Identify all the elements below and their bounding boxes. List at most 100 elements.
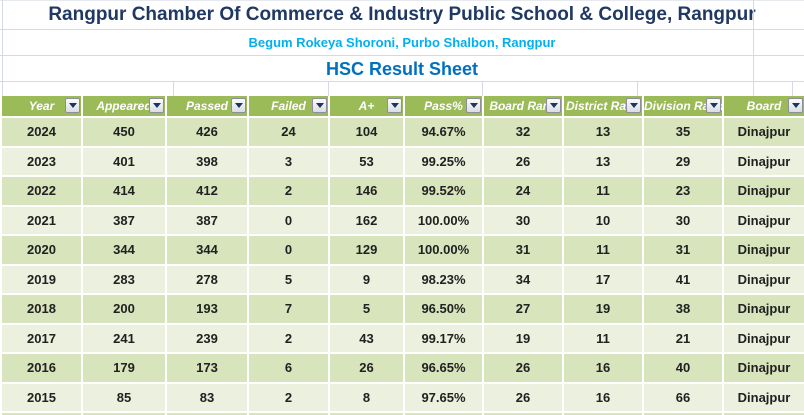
column-header-division-rank[interactable]: Division Rank bbox=[644, 96, 722, 116]
table-cell[interactable]: 0 bbox=[249, 236, 328, 264]
table-cell[interactable]: 83 bbox=[167, 383, 247, 411]
table-cell[interactable]: 26 bbox=[484, 383, 562, 411]
table-cell[interactable]: 19 bbox=[564, 295, 642, 323]
table-cell[interactable]: 2 bbox=[249, 177, 328, 205]
table-cell[interactable]: 11 bbox=[564, 236, 642, 264]
table-cell[interactable]: Dinajpur bbox=[724, 206, 804, 234]
table-cell[interactable]: 31 bbox=[484, 236, 562, 264]
table-cell[interactable]: 3 bbox=[249, 147, 328, 175]
table-cell[interactable]: 16 bbox=[564, 354, 642, 382]
table-cell[interactable]: 2016 bbox=[2, 354, 81, 382]
table-cell[interactable]: 412 bbox=[167, 177, 247, 205]
table-cell[interactable]: 24 bbox=[249, 118, 328, 146]
table-cell[interactable]: 5 bbox=[330, 295, 403, 323]
table-cell[interactable]: 146 bbox=[330, 177, 403, 205]
table-cell[interactable]: 401 bbox=[83, 147, 165, 175]
table-cell[interactable]: 85 bbox=[83, 383, 165, 411]
table-cell[interactable]: 2015 bbox=[2, 383, 81, 411]
table-cell[interactable]: 5 bbox=[249, 265, 328, 293]
table-cell[interactable]: 2024 bbox=[2, 118, 81, 146]
table-cell[interactable]: 96.50% bbox=[405, 295, 482, 323]
table-cell[interactable]: 41 bbox=[644, 265, 722, 293]
table-cell[interactable]: Dinajpur bbox=[724, 295, 804, 323]
table-cell[interactable]: 26 bbox=[330, 354, 403, 382]
table-cell[interactable]: 9 bbox=[330, 265, 403, 293]
table-cell[interactable]: 387 bbox=[83, 206, 165, 234]
table-cell[interactable]: 193 bbox=[167, 295, 247, 323]
table-cell[interactable]: 414 bbox=[83, 177, 165, 205]
table-cell[interactable]: 2023 bbox=[2, 147, 81, 175]
table-cell[interactable]: 2022 bbox=[2, 177, 81, 205]
table-cell[interactable]: Dinajpur bbox=[724, 147, 804, 175]
table-cell[interactable]: 38 bbox=[644, 295, 722, 323]
table-cell[interactable]: 7 bbox=[249, 295, 328, 323]
column-header-appeared[interactable]: Appeared bbox=[83, 96, 165, 116]
table-cell[interactable]: 21 bbox=[644, 324, 722, 352]
table-cell[interactable]: 16 bbox=[564, 383, 642, 411]
table-cell[interactable]: 2018 bbox=[2, 295, 81, 323]
filter-dropdown-button[interactable] bbox=[626, 98, 641, 113]
column-header-board-rank[interactable]: Board Rank bbox=[484, 96, 562, 116]
table-cell[interactable]: 30 bbox=[644, 206, 722, 234]
filter-dropdown-button[interactable] bbox=[706, 98, 721, 113]
filter-dropdown-button[interactable] bbox=[65, 98, 80, 113]
table-cell[interactable]: 26 bbox=[484, 354, 562, 382]
table-cell[interactable]: 8 bbox=[330, 383, 403, 411]
table-cell[interactable]: 387 bbox=[167, 206, 247, 234]
table-cell[interactable]: 283 bbox=[83, 265, 165, 293]
table-cell[interactable]: 43 bbox=[330, 324, 403, 352]
table-cell[interactable]: 398 bbox=[167, 147, 247, 175]
filter-dropdown-button[interactable] bbox=[231, 98, 246, 113]
table-cell[interactable]: 26 bbox=[484, 147, 562, 175]
table-cell[interactable]: 2 bbox=[249, 383, 328, 411]
table-cell[interactable]: 241 bbox=[83, 324, 165, 352]
filter-dropdown-button[interactable] bbox=[466, 98, 481, 113]
table-cell[interactable]: 13 bbox=[564, 147, 642, 175]
table-cell[interactable]: 100.00% bbox=[405, 206, 482, 234]
table-cell[interactable]: 99.52% bbox=[405, 177, 482, 205]
table-cell[interactable]: 23 bbox=[644, 177, 722, 205]
table-cell[interactable]: 27 bbox=[484, 295, 562, 323]
table-cell[interactable]: 53 bbox=[330, 147, 403, 175]
table-cell[interactable]: 129 bbox=[330, 236, 403, 264]
table-cell[interactable]: 2017 bbox=[2, 324, 81, 352]
table-cell[interactable]: 344 bbox=[167, 236, 247, 264]
table-cell[interactable]: 2 bbox=[249, 324, 328, 352]
table-cell[interactable]: 94.67% bbox=[405, 118, 482, 146]
table-cell[interactable]: 98.23% bbox=[405, 265, 482, 293]
table-cell[interactable]: Dinajpur bbox=[724, 354, 804, 382]
table-cell[interactable]: 2020 bbox=[2, 236, 81, 264]
table-cell[interactable]: 450 bbox=[83, 118, 165, 146]
table-cell[interactable]: 173 bbox=[167, 354, 247, 382]
table-cell[interactable]: 40 bbox=[644, 354, 722, 382]
table-cell[interactable]: 19 bbox=[484, 324, 562, 352]
table-cell[interactable]: 2019 bbox=[2, 265, 81, 293]
column-header-district-rank[interactable]: District Rank bbox=[564, 96, 642, 116]
table-cell[interactable]: 35 bbox=[644, 118, 722, 146]
table-cell[interactable]: 99.17% bbox=[405, 324, 482, 352]
filter-dropdown-button[interactable] bbox=[312, 98, 327, 113]
table-cell[interactable]: Dinajpur bbox=[724, 118, 804, 146]
table-cell[interactable]: 31 bbox=[644, 236, 722, 264]
table-cell[interactable]: 11 bbox=[564, 324, 642, 352]
table-cell[interactable]: 13 bbox=[564, 118, 642, 146]
table-cell[interactable]: 66 bbox=[644, 383, 722, 411]
table-cell[interactable]: Dinajpur bbox=[724, 177, 804, 205]
table-cell[interactable]: 344 bbox=[83, 236, 165, 264]
table-cell[interactable]: 99.25% bbox=[405, 147, 482, 175]
table-cell[interactable]: 0 bbox=[249, 206, 328, 234]
column-header-year[interactable]: Year bbox=[2, 96, 81, 116]
table-cell[interactable]: 30 bbox=[484, 206, 562, 234]
table-cell[interactable]: 11 bbox=[564, 177, 642, 205]
table-cell[interactable]: 17 bbox=[564, 265, 642, 293]
filter-dropdown-button[interactable] bbox=[149, 98, 164, 113]
table-cell[interactable]: 97.65% bbox=[405, 383, 482, 411]
column-header-passed[interactable]: Passed bbox=[167, 96, 247, 116]
table-cell[interactable]: Dinajpur bbox=[724, 236, 804, 264]
table-cell[interactable]: 426 bbox=[167, 118, 247, 146]
table-cell[interactable]: 34 bbox=[484, 265, 562, 293]
table-cell[interactable]: 200 bbox=[83, 295, 165, 323]
table-cell[interactable]: 104 bbox=[330, 118, 403, 146]
table-cell[interactable]: 2021 bbox=[2, 206, 81, 234]
filter-dropdown-button[interactable] bbox=[546, 98, 561, 113]
